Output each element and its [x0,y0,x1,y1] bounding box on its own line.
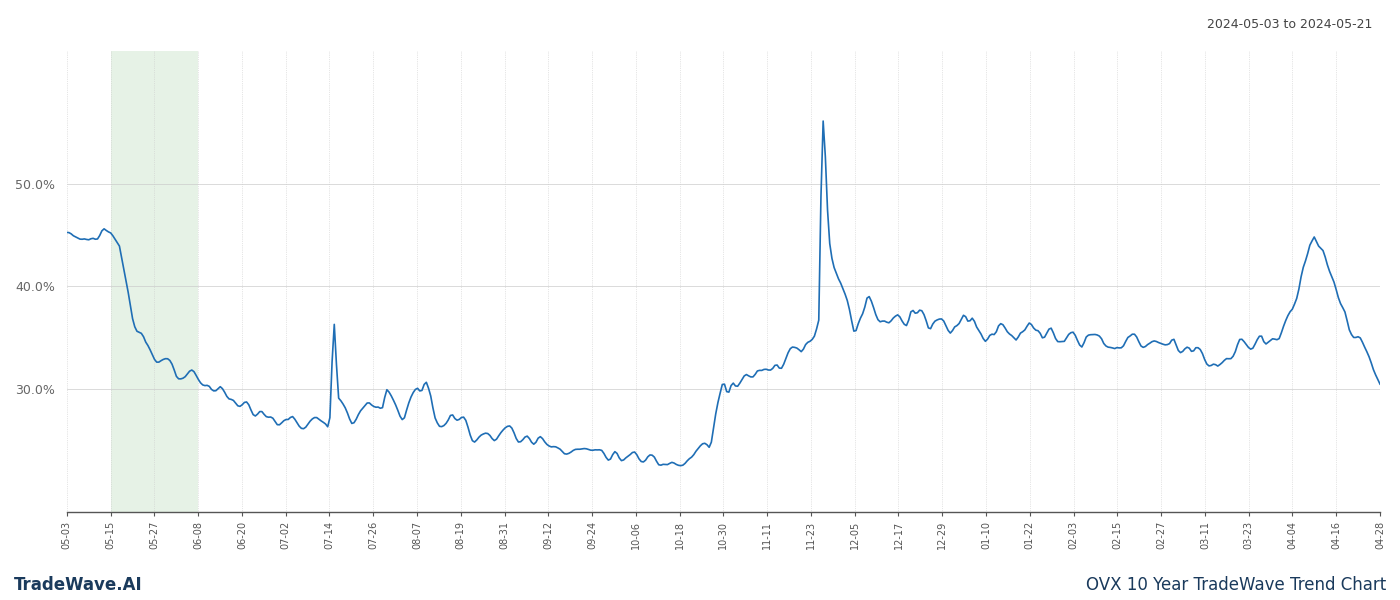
Text: OVX 10 Year TradeWave Trend Chart: OVX 10 Year TradeWave Trend Chart [1086,576,1386,594]
Text: TradeWave.AI: TradeWave.AI [14,576,143,594]
Text: 2024-05-03 to 2024-05-21: 2024-05-03 to 2024-05-21 [1207,18,1372,31]
Bar [111,51,199,512]
